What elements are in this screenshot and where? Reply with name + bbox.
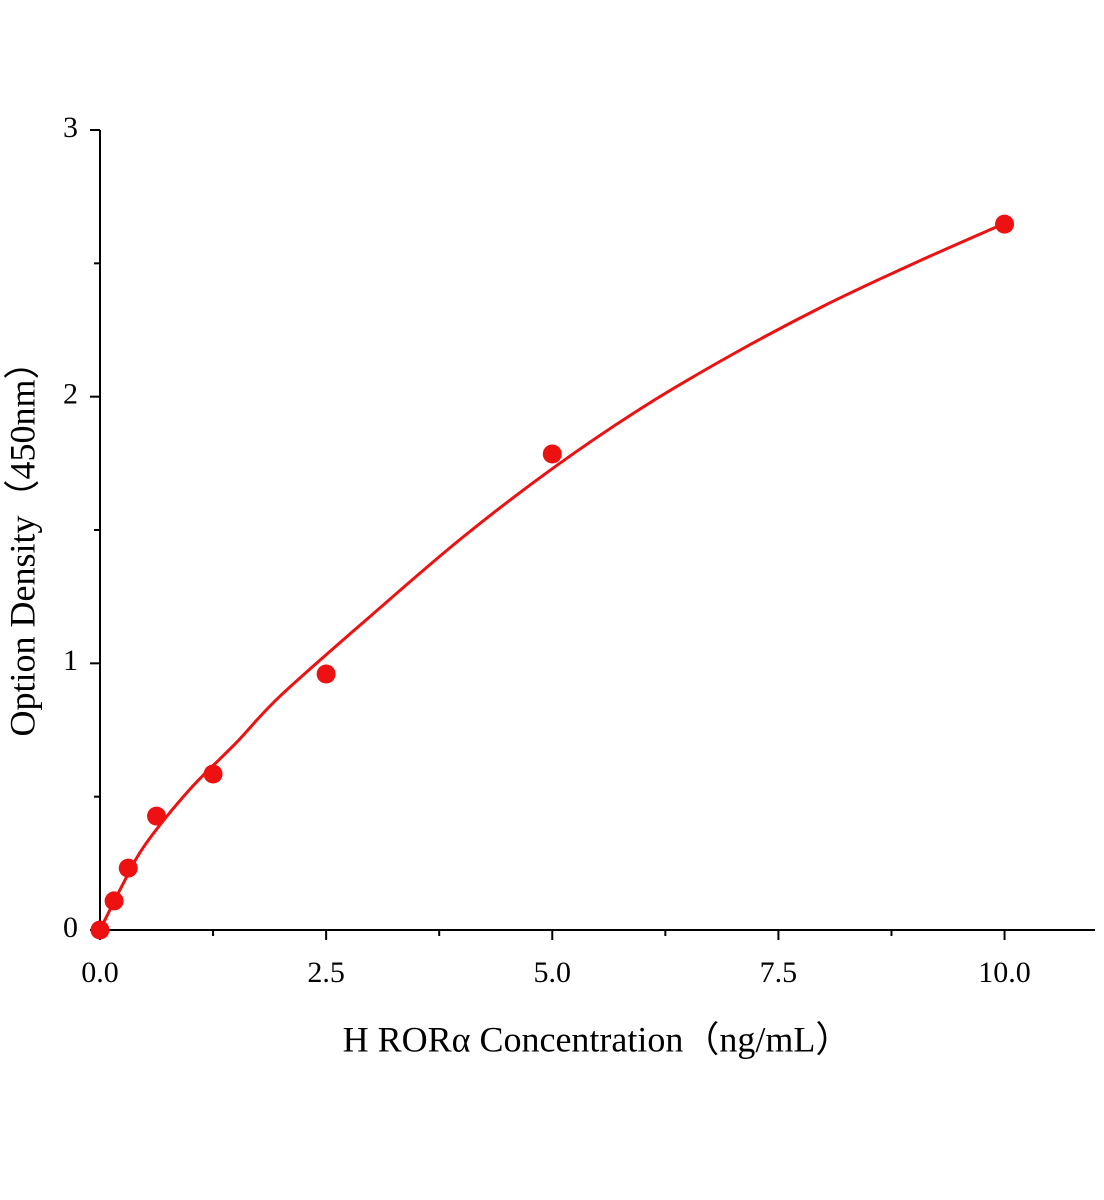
data-point	[316, 664, 336, 684]
data-point	[203, 764, 223, 784]
fit-curve	[98, 221, 1006, 931]
data-point	[147, 806, 167, 826]
x-axis-title: H RORα Concentration（ng/mL）	[343, 1019, 852, 1059]
x-tick-label: 2.5	[307, 956, 345, 989]
y-tick-label: 1	[63, 644, 78, 677]
data-point	[542, 444, 562, 464]
y-tick-label: 3	[63, 111, 78, 144]
data-point	[995, 214, 1015, 234]
data-point	[104, 891, 124, 911]
x-tick-label: 7.5	[760, 956, 798, 989]
data-point	[90, 920, 110, 940]
y-axis-title: Option Density（450nm）	[2, 344, 42, 737]
x-tick-label: 0.0	[81, 956, 119, 989]
data-point	[118, 858, 138, 878]
x-tick-label: 5.0	[534, 956, 572, 989]
y-tick-label: 2	[63, 378, 78, 411]
y-tick-label: 0	[63, 911, 78, 944]
x-tick-label: 10.0	[978, 956, 1031, 989]
